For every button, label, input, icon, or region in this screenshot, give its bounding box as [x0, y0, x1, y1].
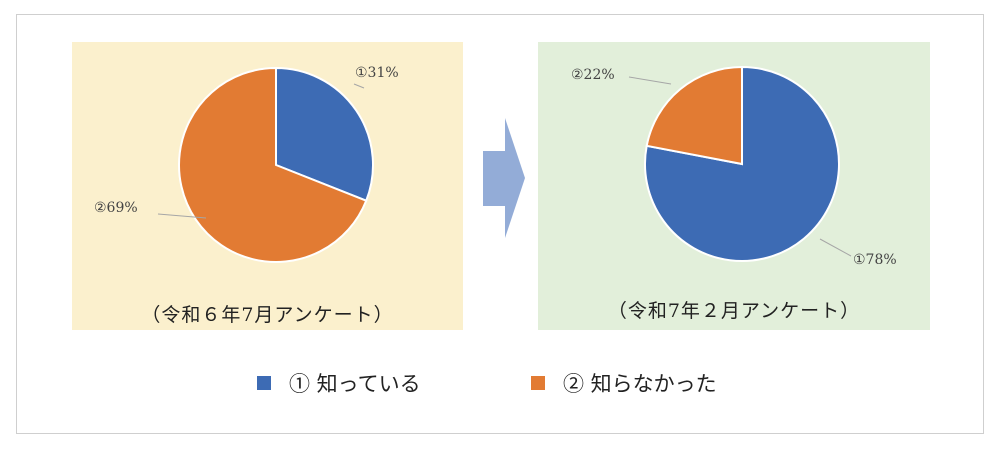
slice-1-known [644, 65, 840, 262]
legend: ① 知っている ② 知らなかった [0, 368, 1001, 398]
slice-2-unknown [178, 66, 368, 263]
slice-label-1: ①31% [355, 65, 399, 81]
pie-panel-2025-february: ①78% ②22% （令和7年２月アンケート） [538, 42, 930, 330]
slice-label-2: ②22% [571, 67, 615, 83]
legend-swatch [531, 376, 545, 390]
slice-2-unknown [645, 65, 743, 166]
legend-label: ① 知っている [289, 372, 421, 396]
pie-panel-2024-july: ①31% ②69% （令和６年7月アンケート） [72, 42, 463, 330]
legend-label: ② 知らなかった [563, 372, 717, 396]
right-arrow-icon [483, 118, 525, 238]
pie-chart-2024-july: ①31% ②69% [72, 42, 463, 330]
leader-line-1 [819, 238, 852, 257]
slice-1-known [275, 66, 374, 203]
pie-caption: （令和６年7月アンケート） [141, 304, 394, 326]
pie-chart-2025-february: ①78% ②22% [538, 42, 930, 330]
legend-item-unknown: ② 知らなかった [531, 368, 717, 398]
pie-caption: （令和7年２月アンケート） [607, 300, 861, 322]
leader-line-2 [157, 213, 207, 219]
legend-swatch [257, 376, 271, 390]
legend-item-known: ① 知っている [257, 368, 421, 398]
leader-line-2 [628, 76, 672, 85]
slice-label-1: ①78% [853, 252, 897, 268]
slice-label-2: ②69% [94, 200, 138, 216]
leader-line-1 [353, 83, 365, 89]
